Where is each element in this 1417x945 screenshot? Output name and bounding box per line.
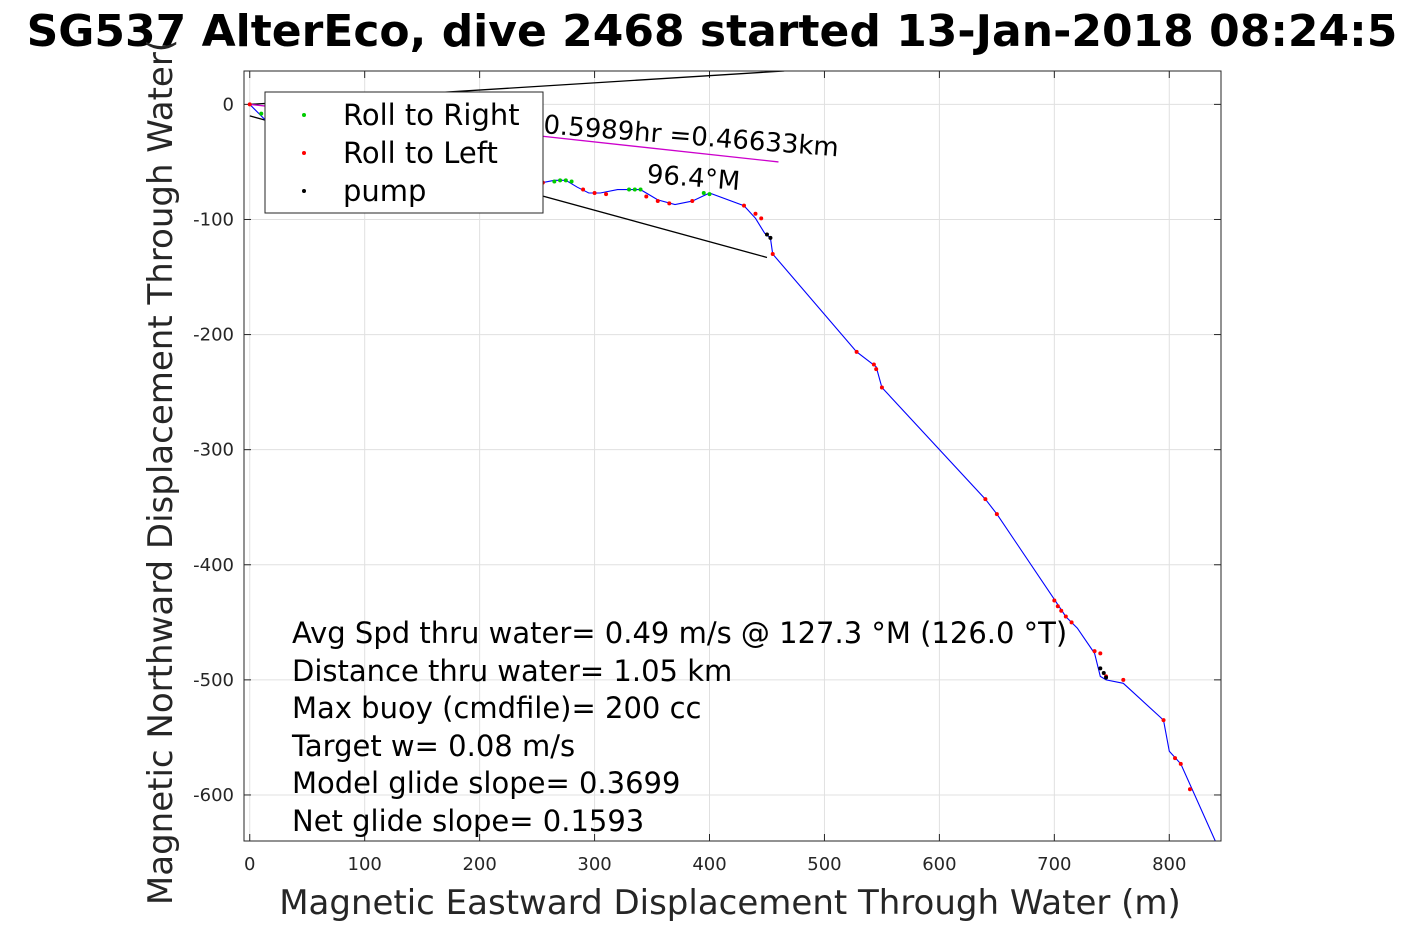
roll-left-point	[690, 199, 695, 204]
roll-left-point	[655, 199, 660, 204]
y-tick-label: -100	[193, 209, 234, 230]
legend-box	[264, 91, 544, 214]
annotation-max-buoy: Max buoy (cmdfile)= 200 cc	[292, 691, 701, 725]
roll-left-point	[1059, 608, 1064, 613]
annotation-net-glide-slope: Net glide slope= 0.1593	[292, 804, 644, 838]
roll-left-point	[874, 367, 879, 372]
y-tick-label: -500	[193, 670, 234, 691]
roll-right-point	[638, 187, 643, 192]
x-tick-label: 600	[922, 854, 956, 875]
pump-point	[768, 235, 773, 240]
plot-frame	[243, 70, 1222, 842]
roll-left-point	[644, 194, 649, 199]
roll-right-point	[627, 187, 632, 192]
roll-left-point	[581, 187, 586, 192]
x-tick-label: 400	[692, 854, 726, 875]
roll-left-point	[983, 497, 988, 502]
roll-left-point	[753, 211, 758, 216]
y-tick-label: -600	[193, 785, 234, 806]
annotation-target-w: Target w= 0.08 m/s	[291, 729, 575, 763]
legend: Roll to Right Roll to Left pump	[264, 91, 544, 214]
track-annotation: 96.4°M	[646, 160, 741, 197]
roll-right-point	[632, 187, 637, 192]
x-tick-label: 500	[807, 854, 841, 875]
y-tick-labels: 0 -100 -200 -300 -400 -500 -600	[193, 94, 234, 806]
annotation-avg-speed: Avg Spd thru water= 0.49 m/s @ 127.3 °M …	[292, 616, 1067, 650]
annotation-model-glide-slope: Model glide slope= 0.3699	[292, 766, 680, 800]
legend-label-pump: pump	[343, 174, 426, 208]
roll-left-point	[1161, 718, 1166, 723]
x-tick-labels: 0 100 200 300 400 500 600 700 800	[244, 854, 1186, 875]
roll-right-point	[707, 192, 712, 197]
roll-left-point	[1187, 787, 1192, 792]
legend-label-roll-left: Roll to Left	[343, 136, 498, 170]
summary-annotations: Avg Spd thru water= 0.49 m/s @ 127.3 °M …	[291, 616, 1067, 838]
legend-label-roll-right: Roll to Right	[343, 98, 520, 132]
roll-left-point	[770, 252, 775, 257]
y-axis-label: Magnetic Northward Displacement Through …	[141, 39, 181, 905]
roll-left-point	[1098, 651, 1103, 656]
roll-left-point	[1173, 756, 1178, 761]
roll-left-point	[994, 512, 999, 517]
pump-point	[1098, 666, 1103, 671]
x-axis-label: Magnetic Eastward Displacement Through W…	[279, 883, 1181, 923]
chart-title: SG537 AlterEco, dive 2468 started 13-Jan…	[27, 6, 1398, 57]
roll-left-point	[741, 203, 746, 208]
roll-right-point	[259, 111, 264, 116]
roll-left-point	[247, 102, 252, 107]
roll-left-point	[759, 216, 764, 221]
y-tick-label: -200	[193, 325, 234, 346]
x-tick-label: 100	[348, 854, 382, 875]
roll-right-point	[569, 179, 574, 184]
annotation-distance: Distance thru water= 1.05 km	[292, 654, 732, 688]
roll-left-point	[1121, 677, 1126, 682]
roll-right-point	[701, 191, 706, 196]
pump-point	[1104, 675, 1109, 680]
legend-marker-roll-right	[302, 113, 306, 117]
roll-left-point	[879, 385, 884, 390]
roll-left-point	[1178, 761, 1183, 766]
roll-left-point	[1092, 649, 1097, 654]
roll-left-point	[854, 349, 859, 354]
roll-left-point	[604, 192, 609, 197]
x-tick-label: 200	[462, 854, 496, 875]
x-tick-label: 300	[577, 854, 611, 875]
roll-left-point	[1069, 620, 1074, 625]
x-tick-label: 800	[1152, 854, 1186, 875]
y-tick-label: -300	[193, 440, 234, 461]
roll-right-point	[563, 178, 568, 183]
x-tick-label: 700	[1037, 854, 1071, 875]
roll-right-point	[558, 178, 563, 183]
roll-left-point	[871, 362, 876, 367]
pump-point	[764, 232, 769, 237]
roll-left-point	[592, 191, 597, 196]
roll-left-point	[1063, 614, 1068, 619]
roll-left-point	[1055, 604, 1060, 609]
roll-left-point	[667, 201, 672, 206]
roll-left-point	[1052, 598, 1057, 603]
legend-marker-pump	[302, 189, 306, 193]
y-tick-label: 0	[223, 94, 234, 115]
roll-right-point	[552, 179, 557, 184]
y-tick-label: -400	[193, 555, 234, 576]
x-tick-label: 0	[244, 854, 255, 875]
legend-marker-roll-left	[302, 151, 306, 155]
pump-point	[1101, 670, 1106, 675]
